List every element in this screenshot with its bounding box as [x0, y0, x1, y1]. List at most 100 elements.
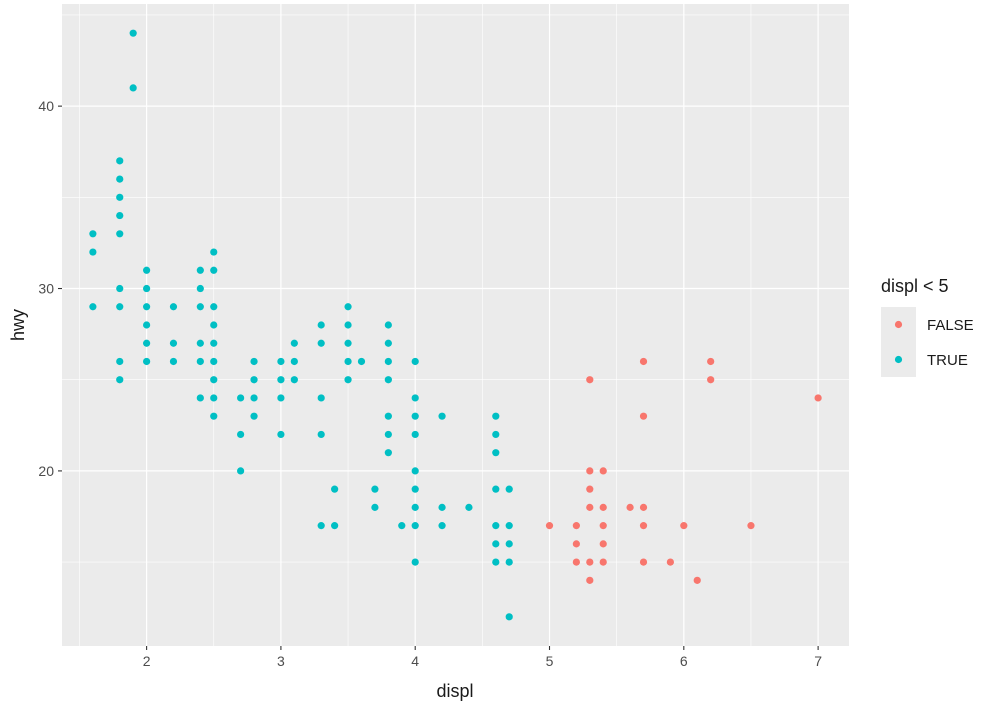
y-tick-label: 40 [38, 98, 54, 114]
data-point-true [492, 522, 500, 530]
data-point-true [465, 503, 473, 511]
data-point-true [116, 357, 124, 366]
data-point-true [331, 522, 339, 530]
data-point-true [116, 211, 124, 220]
data-point-true [143, 321, 151, 329]
data-point-true [196, 394, 204, 402]
data-point-true [384, 412, 392, 420]
plot-panel [62, 4, 849, 646]
data-point-true [505, 522, 513, 530]
data-point-true [371, 503, 379, 511]
data-point-true [317, 522, 325, 530]
data-point-true [277, 357, 285, 366]
data-point-true [210, 339, 218, 347]
data-point-true [210, 394, 218, 402]
data-points [89, 29, 822, 621]
data-point-true [116, 284, 124, 293]
data-point-true [411, 503, 419, 511]
data-point-true [196, 339, 204, 347]
data-point-true [344, 357, 352, 366]
data-point-true [210, 357, 218, 366]
data-point-true [210, 412, 218, 420]
data-point-true [237, 394, 245, 402]
x-axis-title: displ [436, 681, 473, 701]
data-point-true [210, 248, 218, 256]
data-point-true [317, 339, 325, 347]
x-axis-ticks: 2 3 4 5 6 7 [143, 646, 822, 669]
data-point-false [747, 522, 755, 530]
x-tick-label: 3 [277, 653, 285, 669]
data-point-false [814, 394, 822, 402]
data-point-true [317, 321, 325, 329]
data-point-true [492, 485, 500, 493]
data-point-true [129, 84, 137, 92]
data-point-false [586, 376, 594, 384]
data-point-true [411, 357, 419, 366]
x-tick-label: 4 [411, 653, 419, 669]
data-point-true [210, 266, 218, 274]
data-point-true [169, 303, 178, 311]
data-point-true [505, 613, 513, 621]
data-point-true [210, 303, 218, 311]
data-point-true [143, 357, 151, 366]
data-point-false [639, 412, 648, 420]
data-point-true [505, 540, 513, 548]
data-point-true [116, 376, 124, 384]
data-point-false [545, 522, 554, 530]
data-point-true [143, 339, 151, 347]
data-point-true [398, 522, 406, 530]
data-point-false [599, 558, 607, 566]
data-point-true [169, 339, 178, 347]
data-point-true [384, 430, 392, 439]
data-point-true [438, 412, 446, 420]
data-point-true [196, 303, 204, 311]
y-axis-ticks: 20 30 40 [38, 98, 62, 479]
data-point-true [384, 357, 392, 366]
data-point-false [586, 576, 594, 584]
data-point-true [196, 266, 204, 274]
data-point-true [492, 558, 500, 566]
data-point-true [344, 321, 352, 329]
data-point-true [411, 412, 419, 420]
data-point-false [586, 485, 594, 493]
legend-label-false: FALSE [927, 317, 974, 334]
data-point-true [290, 376, 298, 384]
data-point-true [116, 230, 124, 238]
data-point-true [89, 303, 97, 311]
minor-gridlines [62, 4, 849, 646]
data-point-true [438, 503, 446, 511]
data-point-false [586, 467, 594, 475]
data-point-false [707, 376, 715, 384]
major-gridlines [62, 4, 849, 646]
data-point-false [680, 522, 688, 530]
data-point-false [693, 576, 701, 584]
data-point-false [639, 558, 648, 566]
data-point-true [89, 248, 97, 256]
data-point-true [411, 522, 419, 530]
data-point-true [384, 449, 392, 457]
data-point-true [344, 339, 352, 347]
data-point-false [599, 540, 607, 548]
data-point-true [411, 558, 419, 566]
data-point-true [143, 284, 151, 293]
data-point-true [492, 540, 500, 548]
data-point-true [116, 193, 124, 201]
data-point-false [626, 503, 634, 511]
data-point-false [572, 522, 580, 530]
data-point-false [572, 540, 580, 548]
legend-label-true: TRUE [927, 352, 968, 369]
data-point-true [116, 175, 124, 183]
data-point-true [250, 394, 258, 402]
data-point-false [599, 522, 607, 530]
data-point-true [411, 467, 419, 475]
data-point-true [129, 29, 137, 37]
data-point-true [411, 430, 419, 439]
y-axis-title: hwy [8, 309, 28, 341]
data-point-true [250, 357, 258, 366]
data-point-true [277, 430, 285, 439]
data-point-true [492, 449, 500, 457]
data-point-true [196, 284, 204, 293]
x-tick-label: 7 [814, 653, 822, 669]
data-point-true [384, 339, 392, 347]
data-point-true [505, 558, 513, 566]
